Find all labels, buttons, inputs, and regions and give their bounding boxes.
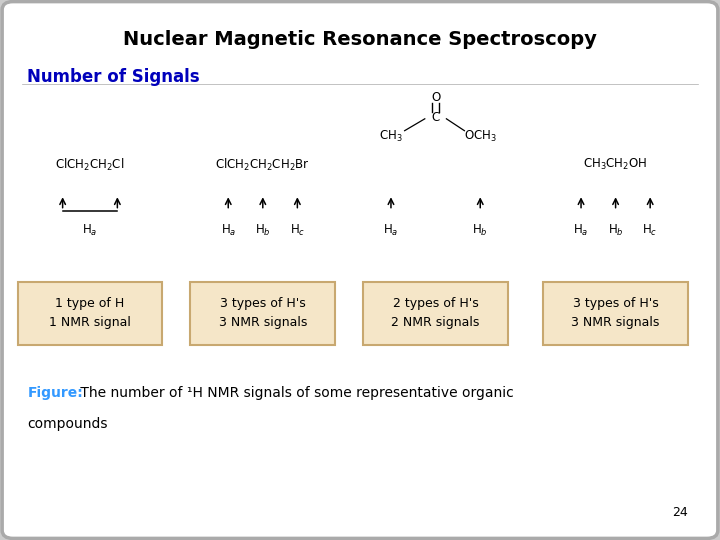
Text: H$_b$: H$_b$ <box>608 222 624 238</box>
Text: ClCH$_2$CH$_2$Cl: ClCH$_2$CH$_2$Cl <box>55 157 125 173</box>
Text: Figure:: Figure: <box>27 386 83 400</box>
Text: 3 types of H's
3 NMR signals: 3 types of H's 3 NMR signals <box>219 297 307 329</box>
Text: 24: 24 <box>672 507 688 519</box>
Text: C: C <box>431 111 440 124</box>
Text: 1 type of H
1 NMR signal: 1 type of H 1 NMR signal <box>49 297 131 329</box>
Text: ClCH$_2$CH$_2$CH$_2$Br: ClCH$_2$CH$_2$CH$_2$Br <box>215 157 310 173</box>
Text: H$_a$: H$_a$ <box>383 222 399 238</box>
Text: H$_c$: H$_c$ <box>642 222 658 238</box>
Text: H$_a$: H$_a$ <box>82 222 98 238</box>
Text: O: O <box>431 91 440 104</box>
Text: 3 types of H's
3 NMR signals: 3 types of H's 3 NMR signals <box>572 297 660 329</box>
Text: OCH$_3$: OCH$_3$ <box>464 129 497 144</box>
Text: H$_c$: H$_c$ <box>289 222 305 238</box>
Text: H$_b$: H$_b$ <box>255 222 271 238</box>
Text: H$_a$: H$_a$ <box>573 222 589 238</box>
Text: CH$_3$: CH$_3$ <box>379 129 402 144</box>
FancyBboxPatch shape <box>190 282 335 345</box>
Text: Number of Signals: Number of Signals <box>27 68 200 85</box>
Text: Nuclear Magnetic Resonance Spectroscopy: Nuclear Magnetic Resonance Spectroscopy <box>123 30 597 49</box>
FancyBboxPatch shape <box>544 282 688 345</box>
Text: The number of ¹H NMR signals of some representative organic: The number of ¹H NMR signals of some rep… <box>76 386 514 400</box>
FancyBboxPatch shape <box>363 282 508 345</box>
Text: 2 types of H's
2 NMR signals: 2 types of H's 2 NMR signals <box>392 297 480 329</box>
FancyBboxPatch shape <box>17 282 163 345</box>
Text: H$_b$: H$_b$ <box>472 222 488 238</box>
Text: compounds: compounds <box>27 417 108 431</box>
Text: H$_a$: H$_a$ <box>220 222 236 238</box>
Text: CH$_3$CH$_2$OH: CH$_3$CH$_2$OH <box>583 157 648 172</box>
